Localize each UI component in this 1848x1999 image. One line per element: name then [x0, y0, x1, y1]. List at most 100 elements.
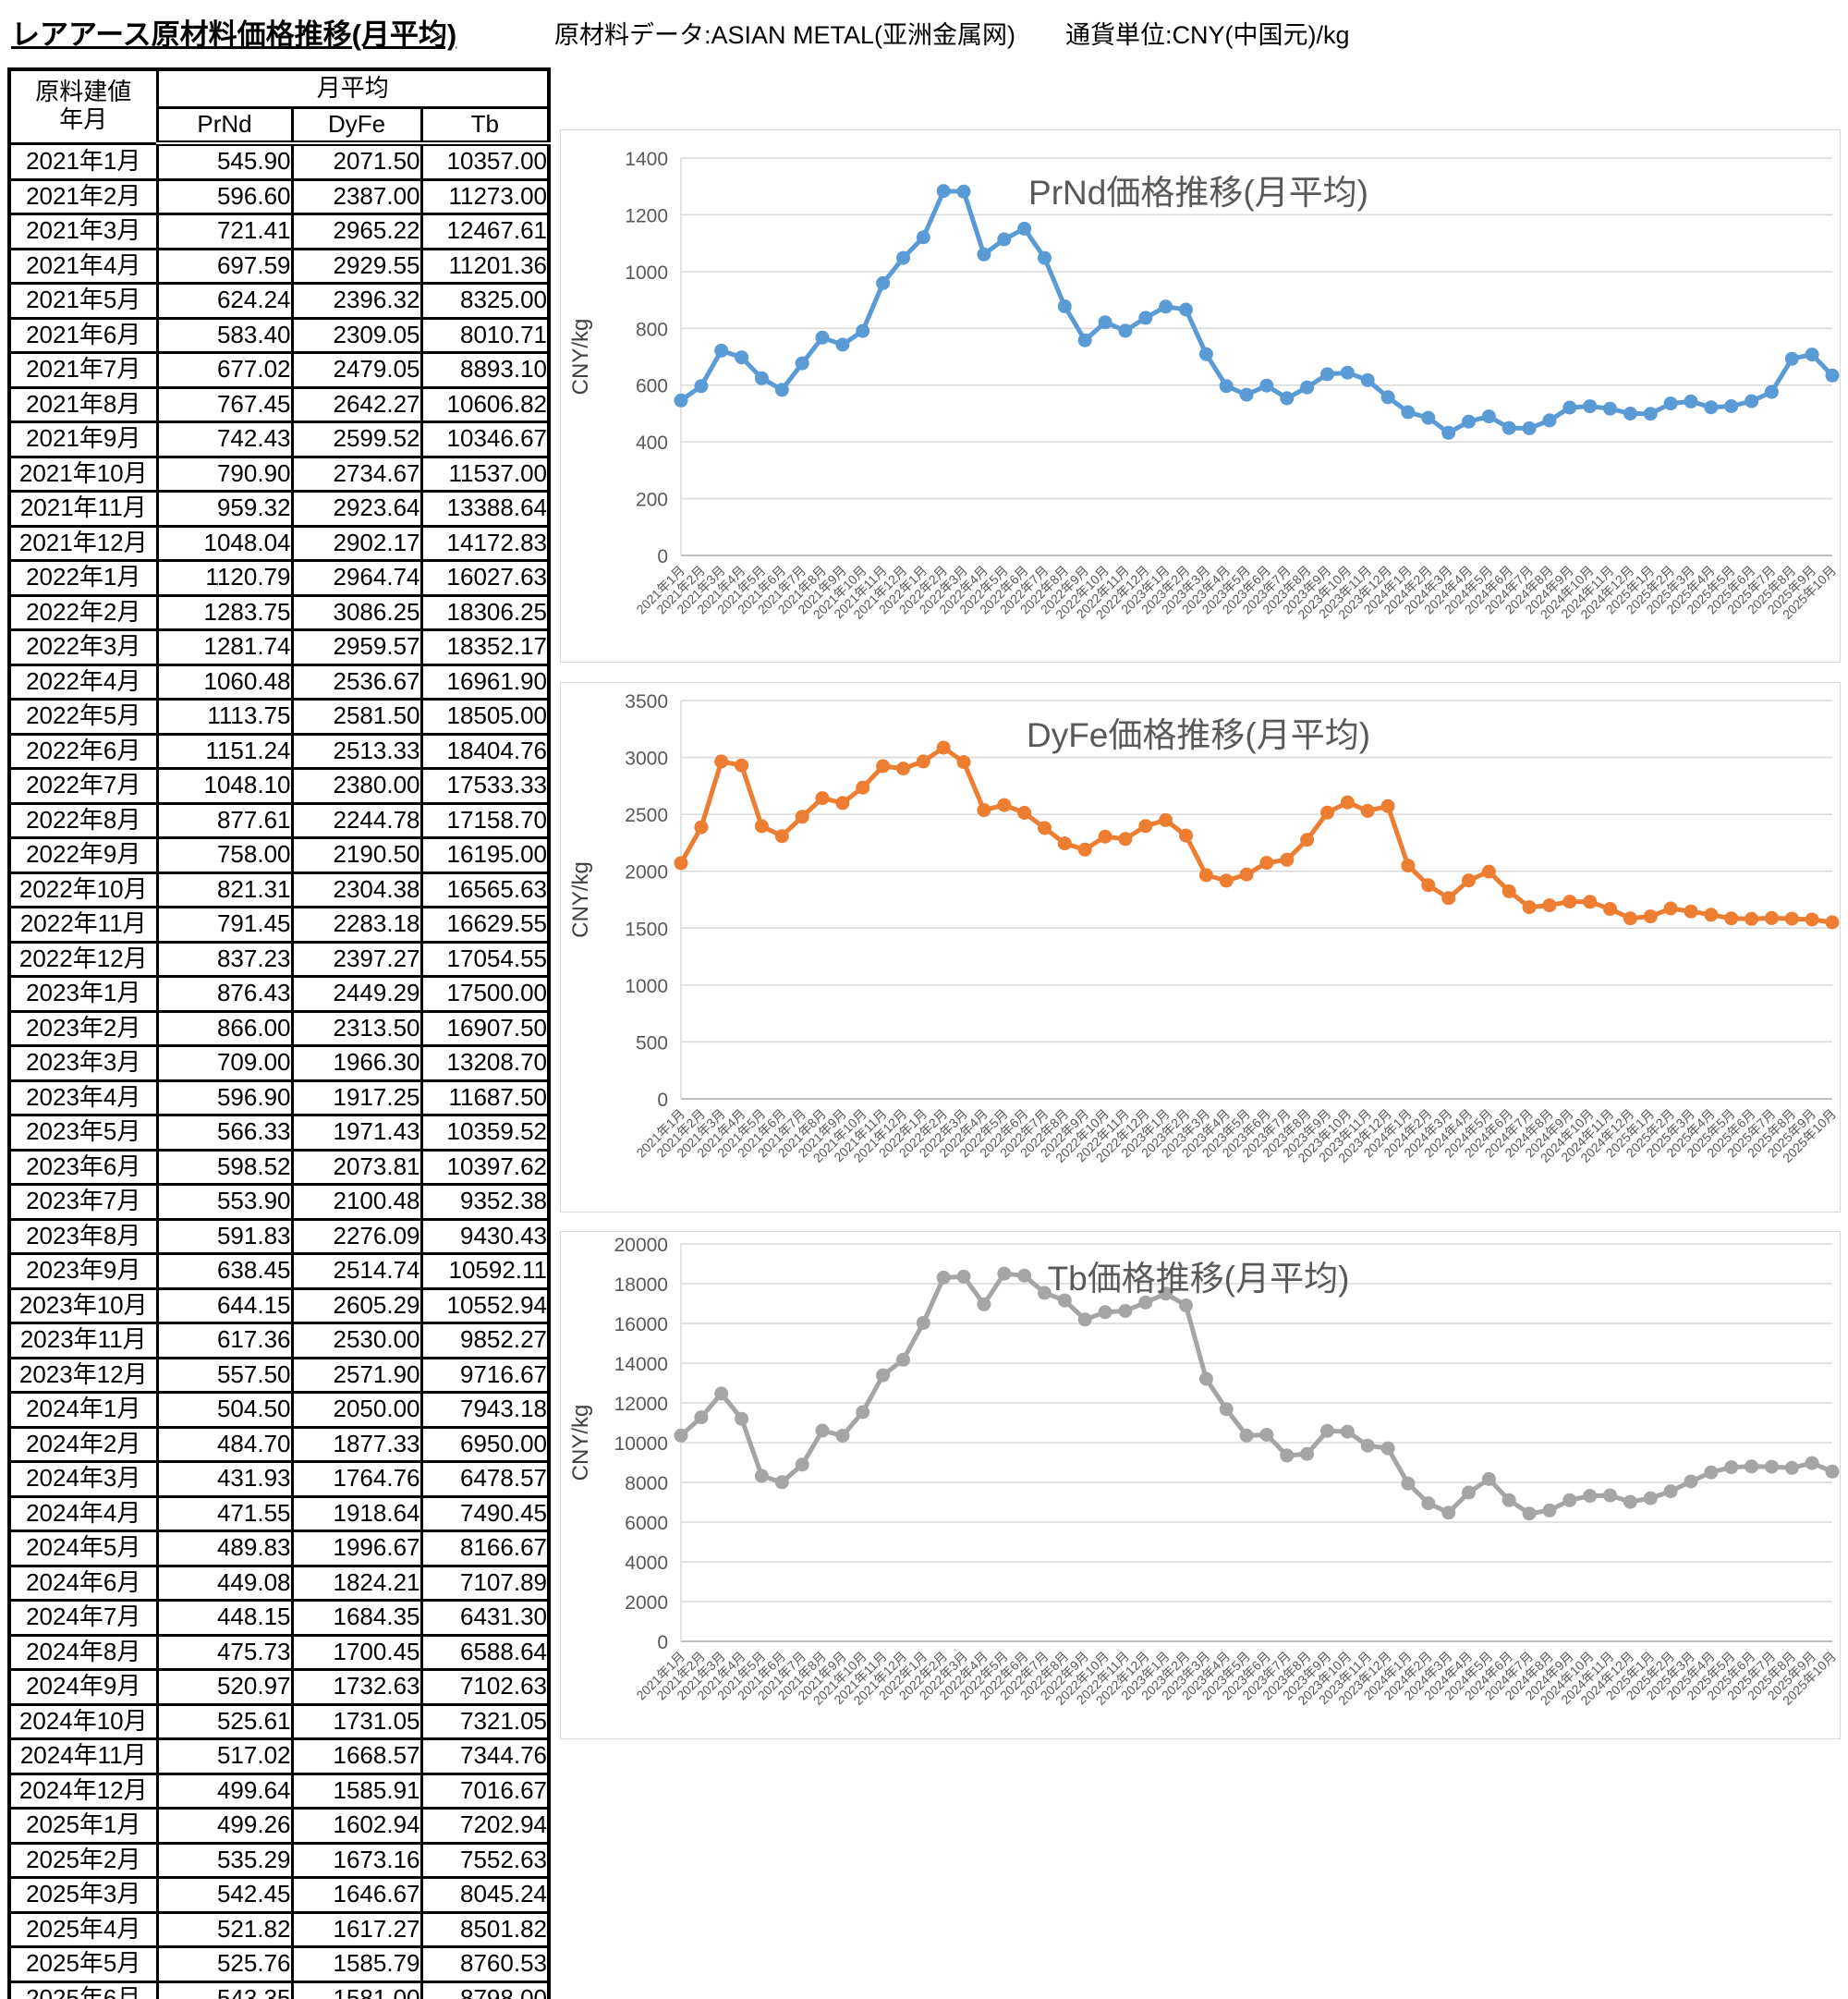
svg-text:0: 0 — [657, 1090, 668, 1111]
table-row: 2022年10月 821.31 2304.38 16565.63 — [7, 871, 551, 908]
table-row: 2022年8月 877.61 2244.78 17158.70 — [7, 801, 551, 839]
month-cell: 2023年7月 — [7, 1183, 159, 1221]
dyfe-value-cell: 2309.05 — [290, 316, 423, 354]
month-cell: 2022年7月 — [7, 767, 159, 805]
prnd-chart: 02004006008001000120014002021年1月2021年2月2… — [568, 149, 1840, 622]
prnd-value-cell: 677.02 — [155, 351, 294, 389]
prnd-value-cell: 1281.74 — [155, 628, 294, 666]
table-row: 2024年1月 504.50 2050.00 7943.18 — [7, 1391, 551, 1429]
svg-text:500: 500 — [636, 1032, 668, 1054]
table-row: 2021年2月 596.60 2387.00 11273.00 — [7, 177, 551, 215]
prnd-value-cell: 566.33 — [155, 1114, 294, 1152]
prnd-value-cell: 767.45 — [155, 385, 294, 423]
prnd-value-cell: 877.61 — [155, 801, 294, 839]
tb-value-cell: 18352.17 — [419, 628, 551, 666]
dyfe-value-cell: 1581.00 — [290, 1980, 423, 1999]
month-cell: 2021年10月 — [7, 455, 159, 493]
prnd-value-cell: 1283.75 — [155, 593, 294, 631]
table-row: 2022年5月 1113.75 2581.50 18505.00 — [7, 698, 551, 736]
tb-value-cell: 6431.30 — [419, 1599, 551, 1637]
tb-value-cell: 10357.00 — [419, 141, 551, 181]
month-cell: 2022年10月 — [7, 871, 159, 908]
month-cell: 2021年2月 — [7, 177, 159, 215]
table-row: 2021年7月 677.02 2479.05 8893.10 — [7, 351, 551, 389]
table-row: 2025年2月 535.29 1673.16 7552.63 — [7, 1841, 551, 1879]
tb-value-cell: 14172.83 — [419, 524, 551, 562]
corner-header: 原料建値 年月 — [7, 67, 159, 145]
tb-value-cell: 9852.27 — [419, 1322, 551, 1359]
dyfe-value-cell: 2397.27 — [290, 940, 423, 978]
dyfe-value-cell: 1585.79 — [290, 1945, 423, 1983]
table-row: 2024年6月 449.08 1824.21 7107.89 — [7, 1564, 551, 1602]
tb-value-cell: 8501.82 — [419, 1910, 551, 1948]
table-row: 2023年3月 709.00 1966.30 13208.70 — [7, 1044, 551, 1082]
price-table: 原料建値 年月 月平均 PrNd DyFe Tb 2021年1月 545.90 20… — [7, 67, 551, 1999]
dyfe-value-cell: 2571.90 — [290, 1356, 423, 1394]
month-cell: 2023年11月 — [7, 1322, 159, 1359]
month-cell: 2025年4月 — [7, 1910, 159, 1948]
dyfe-value-cell: 2581.50 — [290, 698, 423, 736]
month-cell: 2024年7月 — [7, 1599, 159, 1637]
dyfe-value-cell: 2902.17 — [290, 524, 423, 562]
month-cell: 2022年12月 — [7, 940, 159, 978]
table-row: 2021年10月 790.90 2734.67 11537.00 — [7, 455, 551, 493]
month-cell: 2022年1月 — [7, 559, 159, 597]
svg-text:3000: 3000 — [625, 749, 668, 770]
svg-text:3500: 3500 — [625, 691, 668, 713]
table-row: 2022年6月 1151.24 2513.33 18404.76 — [7, 732, 551, 770]
dyfe-value-cell: 1877.33 — [290, 1425, 423, 1463]
dyfe-value-cell: 1764.76 — [290, 1460, 423, 1498]
svg-text:2000: 2000 — [625, 862, 668, 884]
month-cell: 2023年6月 — [7, 1148, 159, 1186]
tb-value-cell: 17533.33 — [419, 767, 551, 805]
tb-value-cell: 16565.63 — [419, 871, 551, 908]
svg-text:PrNd価格推移(月平均): PrNd価格推移(月平均) — [1028, 174, 1368, 212]
tb-value-cell: 11201.36 — [419, 247, 551, 285]
tb-value-cell: 7107.89 — [419, 1564, 551, 1602]
dyfe-value-cell: 1731.05 — [290, 1702, 423, 1740]
prnd-value-cell: 535.29 — [155, 1841, 294, 1879]
svg-text:0: 0 — [657, 1632, 668, 1653]
tb-value-cell: 17500.00 — [419, 975, 551, 1013]
table-row: 2024年12月 499.64 1585.91 7016.67 — [7, 1772, 551, 1810]
dyfe-value-cell: 1732.63 — [290, 1668, 423, 1706]
tb-value-cell: 7552.63 — [419, 1841, 551, 1879]
table-row: 2025年3月 542.45 1646.67 8045.24 — [7, 1876, 551, 1914]
tb-value-cell: 16629.55 — [419, 906, 551, 944]
prnd-value-cell: 709.00 — [155, 1044, 294, 1082]
tb-value-cell: 10397.62 — [419, 1148, 551, 1186]
month-cell: 2023年8月 — [7, 1217, 159, 1255]
tb-value-cell: 10552.94 — [419, 1286, 551, 1324]
month-cell: 2021年1月 — [7, 141, 159, 181]
svg-text:4000: 4000 — [625, 1553, 668, 1574]
dyfe-value-cell: 1917.25 — [290, 1079, 423, 1116]
svg-text:CNY/kg: CNY/kg — [568, 1405, 593, 1481]
dyfe-value-cell: 2964.74 — [290, 559, 423, 597]
tb-value-cell: 11273.00 — [419, 177, 551, 215]
dyfe-value-cell: 2304.38 — [290, 871, 423, 908]
dyfe-value-cell: 2605.29 — [290, 1286, 423, 1324]
svg-text:12000: 12000 — [614, 1394, 668, 1415]
month-cell: 2024年1月 — [7, 1391, 159, 1429]
table-row: 2023年4月 596.90 1917.25 11687.50 — [7, 1079, 551, 1116]
svg-text:2500: 2500 — [625, 805, 668, 826]
tb-value-cell: 18404.76 — [419, 732, 551, 770]
svg-text:0: 0 — [657, 546, 668, 567]
month-cell: 2022年2月 — [7, 593, 159, 631]
dyfe-value-cell: 2100.48 — [290, 1183, 423, 1221]
table-row: 2021年9月 742.43 2599.52 10346.67 — [7, 421, 551, 458]
table-row: 2021年5月 624.24 2396.32 8325.00 — [7, 282, 551, 320]
source-note: 原材料データ:ASIAN METAL(亚洲金属网) 通貨単位:CNY(中国元)/… — [554, 21, 1350, 49]
tb-value-cell: 9352.38 — [419, 1183, 551, 1221]
month-cell: 2022年9月 — [7, 836, 159, 874]
tb-value-cell: 18505.00 — [419, 698, 551, 736]
dyfe-value-cell: 2923.64 — [290, 490, 423, 528]
svg-text:20000: 20000 — [614, 1235, 668, 1256]
dyfe-value-cell: 2396.32 — [290, 282, 423, 320]
prnd-value-cell: 431.93 — [155, 1460, 294, 1498]
dyfe-value-cell: 2965.22 — [290, 213, 423, 250]
tb-value-cell: 10592.11 — [419, 1252, 551, 1290]
dyfe-value-cell: 2642.27 — [290, 385, 423, 423]
svg-text:14000: 14000 — [614, 1354, 668, 1375]
